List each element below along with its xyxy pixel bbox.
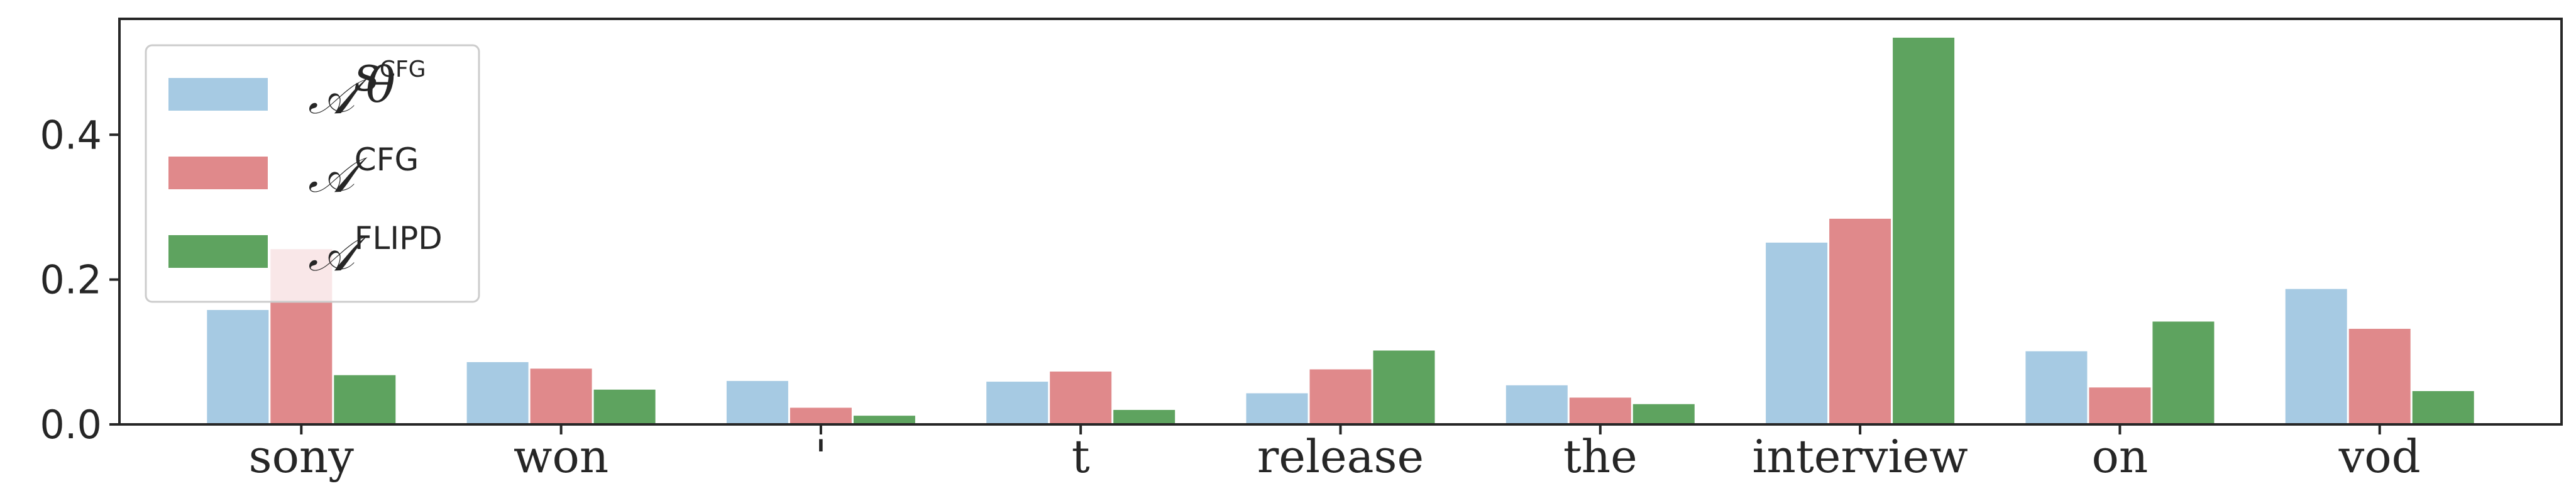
bar-release-series-2	[1309, 369, 1372, 424]
bar-t-series-3	[1113, 409, 1175, 424]
bar-vod-series-1	[2285, 289, 2347, 424]
bar--series-3	[853, 416, 915, 424]
legend-swatch	[168, 78, 268, 111]
bar-won-series-3	[593, 389, 656, 424]
legend-label: 𝒜CFG	[308, 141, 419, 204]
x-tick-label: release	[1257, 430, 1424, 483]
legend-label: 𝒜sCFG	[308, 46, 426, 125]
bar-the-series-1	[1505, 385, 1568, 424]
legend-swatch	[168, 235, 268, 268]
bar--series-2	[790, 407, 852, 424]
legend-swatch	[168, 157, 268, 189]
bar-release-series-1	[1246, 393, 1308, 424]
bar-on-series-2	[2089, 387, 2151, 424]
bar--series-1	[726, 380, 788, 424]
y-tick-label: 0.0	[40, 402, 102, 448]
bar-vod-series-2	[2348, 328, 2411, 424]
x-tick-label: on	[2092, 430, 2149, 483]
bar-interview-series-2	[1829, 218, 1891, 424]
bar-on-series-3	[2152, 321, 2215, 424]
bar-on-series-1	[2025, 351, 2088, 424]
bar-vod-series-3	[2412, 391, 2474, 424]
y-tick-label: 0.4	[40, 112, 102, 158]
x-tick-label: '	[815, 430, 827, 483]
x-tick-label: vod	[2338, 430, 2421, 483]
bar-the-series-2	[1569, 397, 1631, 424]
bar-the-series-3	[1632, 404, 1695, 424]
legend-label-subscript: θ	[366, 57, 395, 114]
x-axis-ticks: sony won ' t release the interview on vod	[249, 424, 2421, 483]
x-tick-label: interview	[1752, 430, 1968, 483]
bar-won-series-2	[530, 368, 592, 424]
bar-sony-series-3	[334, 375, 396, 424]
bar-interview-series-1	[1766, 242, 1828, 424]
x-tick-label: t	[1072, 430, 1090, 483]
bars-layer	[207, 37, 2474, 425]
bar-won-series-1	[466, 362, 529, 424]
x-tick-label: won	[514, 430, 608, 483]
y-tick-label: 0.2	[40, 257, 102, 303]
x-tick-label: the	[1563, 430, 1638, 483]
x-tick-label: sony	[249, 430, 355, 483]
y-axis-ticks: 0.0 0.2 0.4	[40, 112, 119, 448]
bar-t-series-2	[1050, 371, 1112, 424]
bar-t-series-1	[986, 382, 1049, 424]
bar-sony-series-1	[207, 310, 269, 424]
bar-release-series-3	[1373, 350, 1435, 424]
bar-interview-series-3	[1893, 37, 1955, 425]
